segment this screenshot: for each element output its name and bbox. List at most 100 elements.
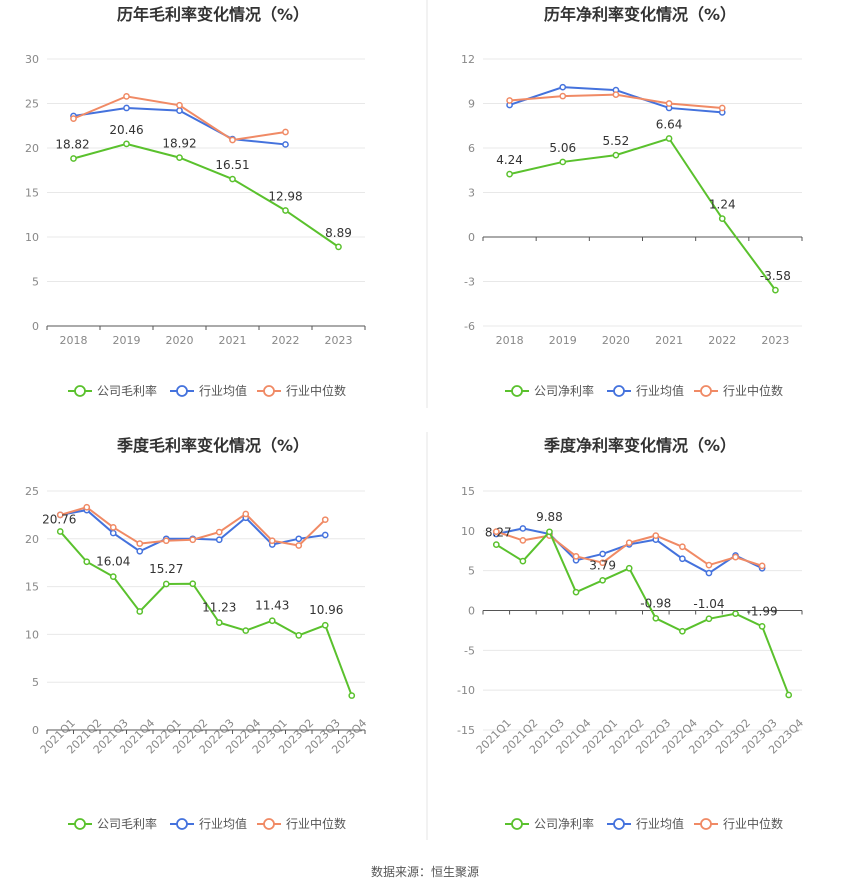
x-tick-label: 2021 (655, 334, 683, 347)
legend-marker (613, 385, 625, 397)
data-label: 6.64 (656, 118, 683, 132)
data-label: -3.58 (760, 269, 791, 283)
data-point (162, 537, 170, 545)
data-point (176, 107, 183, 114)
legend-label: 行业均值 (636, 383, 684, 398)
data-point (295, 632, 303, 639)
data-point (321, 516, 329, 524)
series-line (509, 137, 777, 291)
x-tick-label: 2020 (166, 334, 194, 347)
series-line (495, 530, 763, 567)
data-label: 16.51 (215, 158, 249, 172)
x-tick-label: 2019 (549, 334, 577, 347)
chart-2: 历年净利率变化情况（%） -6 -3 0 3 6 9 12 2018 2019 2020 2021 20… (461, 5, 803, 398)
y-tick-label: 10 (461, 525, 475, 538)
x-tick-label: 2022 (272, 334, 300, 347)
series-line (495, 529, 790, 696)
legend-item: 行业中位数 (257, 383, 346, 398)
data-label: 3.79 (589, 558, 616, 572)
data-point (136, 608, 144, 615)
data-label: 5.52 (603, 134, 630, 148)
legend-marker (74, 385, 86, 397)
data-label: 10.96 (309, 603, 343, 617)
data-point (718, 215, 726, 222)
data-point (705, 561, 713, 569)
data-point (732, 553, 739, 561)
y-tick-label: 0 (32, 724, 39, 737)
legend-item: 公司净利率 (505, 383, 594, 398)
data-point (282, 128, 289, 136)
data-point (229, 136, 236, 144)
data-point (268, 537, 276, 545)
data-point (679, 555, 686, 563)
y-tick-label: -10 (457, 684, 475, 697)
data-point (215, 528, 223, 536)
y-tick-label: 15 (25, 581, 39, 594)
data-point (348, 692, 356, 699)
legend-marker (263, 818, 275, 830)
legend-label: 公司毛利率 (97, 383, 157, 398)
data-point (652, 614, 660, 622)
legend-marker (613, 818, 625, 830)
y-tick-label: 5 (32, 676, 39, 689)
legend-marker (263, 385, 275, 397)
data-point (83, 503, 91, 511)
data-point (123, 104, 130, 112)
data-point (321, 621, 329, 629)
data-point (242, 627, 250, 634)
y-tick-label: 10 (25, 628, 39, 641)
x-tick-label: 2021 (219, 334, 247, 347)
data-point (215, 619, 223, 626)
data-label: -1.04 (693, 597, 724, 611)
y-tick-label: 15 (461, 485, 475, 498)
y-tick-label: 6 (468, 142, 475, 155)
data-point (665, 135, 673, 142)
x-tick-label: 2023 (761, 334, 789, 347)
legend-label: 行业中位数 (286, 816, 346, 831)
y-tick-label: -15 (457, 724, 475, 737)
data-point (162, 580, 170, 588)
legend-item: 行业均值 (170, 816, 247, 831)
source-note: 数据来源：恒生聚源 (371, 864, 479, 879)
y-tick-label: 0 (32, 320, 39, 333)
data-point (295, 542, 303, 549)
data-point (136, 540, 144, 547)
chart-3: 季度毛利率变化情况（%）05101520252021Q12021Q22021Q3… (25, 436, 369, 831)
data-point (492, 541, 500, 548)
data-point (519, 557, 527, 565)
data-label: -1.99 (747, 604, 778, 618)
data-point (732, 610, 739, 618)
data-point (70, 115, 77, 122)
legend-item: 行业均值 (170, 383, 247, 398)
data-point (679, 543, 686, 551)
legend-item: 行业中位数 (694, 383, 783, 398)
chart-title: 季度毛利率变化情况（%） (116, 436, 309, 455)
data-label: 12.98 (268, 189, 302, 203)
data-point (215, 536, 223, 544)
data-label: 4.24 (496, 153, 523, 167)
data-point (282, 141, 289, 148)
y-tick-label: -5 (464, 644, 475, 657)
legend-item: 公司毛利率 (68, 383, 157, 398)
y-tick-label: 15 (25, 187, 39, 200)
data-label: 1.24 (709, 198, 736, 212)
data-point (123, 93, 130, 100)
data-label: 16.04 (96, 555, 130, 569)
data-point (559, 83, 567, 91)
data-point (70, 155, 77, 162)
y-tick-label: 20 (25, 142, 39, 155)
data-point (56, 511, 64, 519)
data-point (572, 588, 580, 596)
chart-title: 季度净利率变化情况（%） (543, 436, 736, 455)
x-tick-label: 2018 (60, 334, 88, 347)
data-point (176, 154, 183, 161)
data-label: 8.89 (325, 226, 352, 240)
data-point (321, 531, 329, 539)
data-point (519, 537, 527, 544)
data-point (599, 559, 606, 567)
legend-item: 公司净利率 (505, 816, 594, 831)
y-tick-label: 0 (468, 605, 475, 618)
legend-label: 行业均值 (199, 383, 247, 398)
legend-item: 行业均值 (607, 816, 684, 831)
